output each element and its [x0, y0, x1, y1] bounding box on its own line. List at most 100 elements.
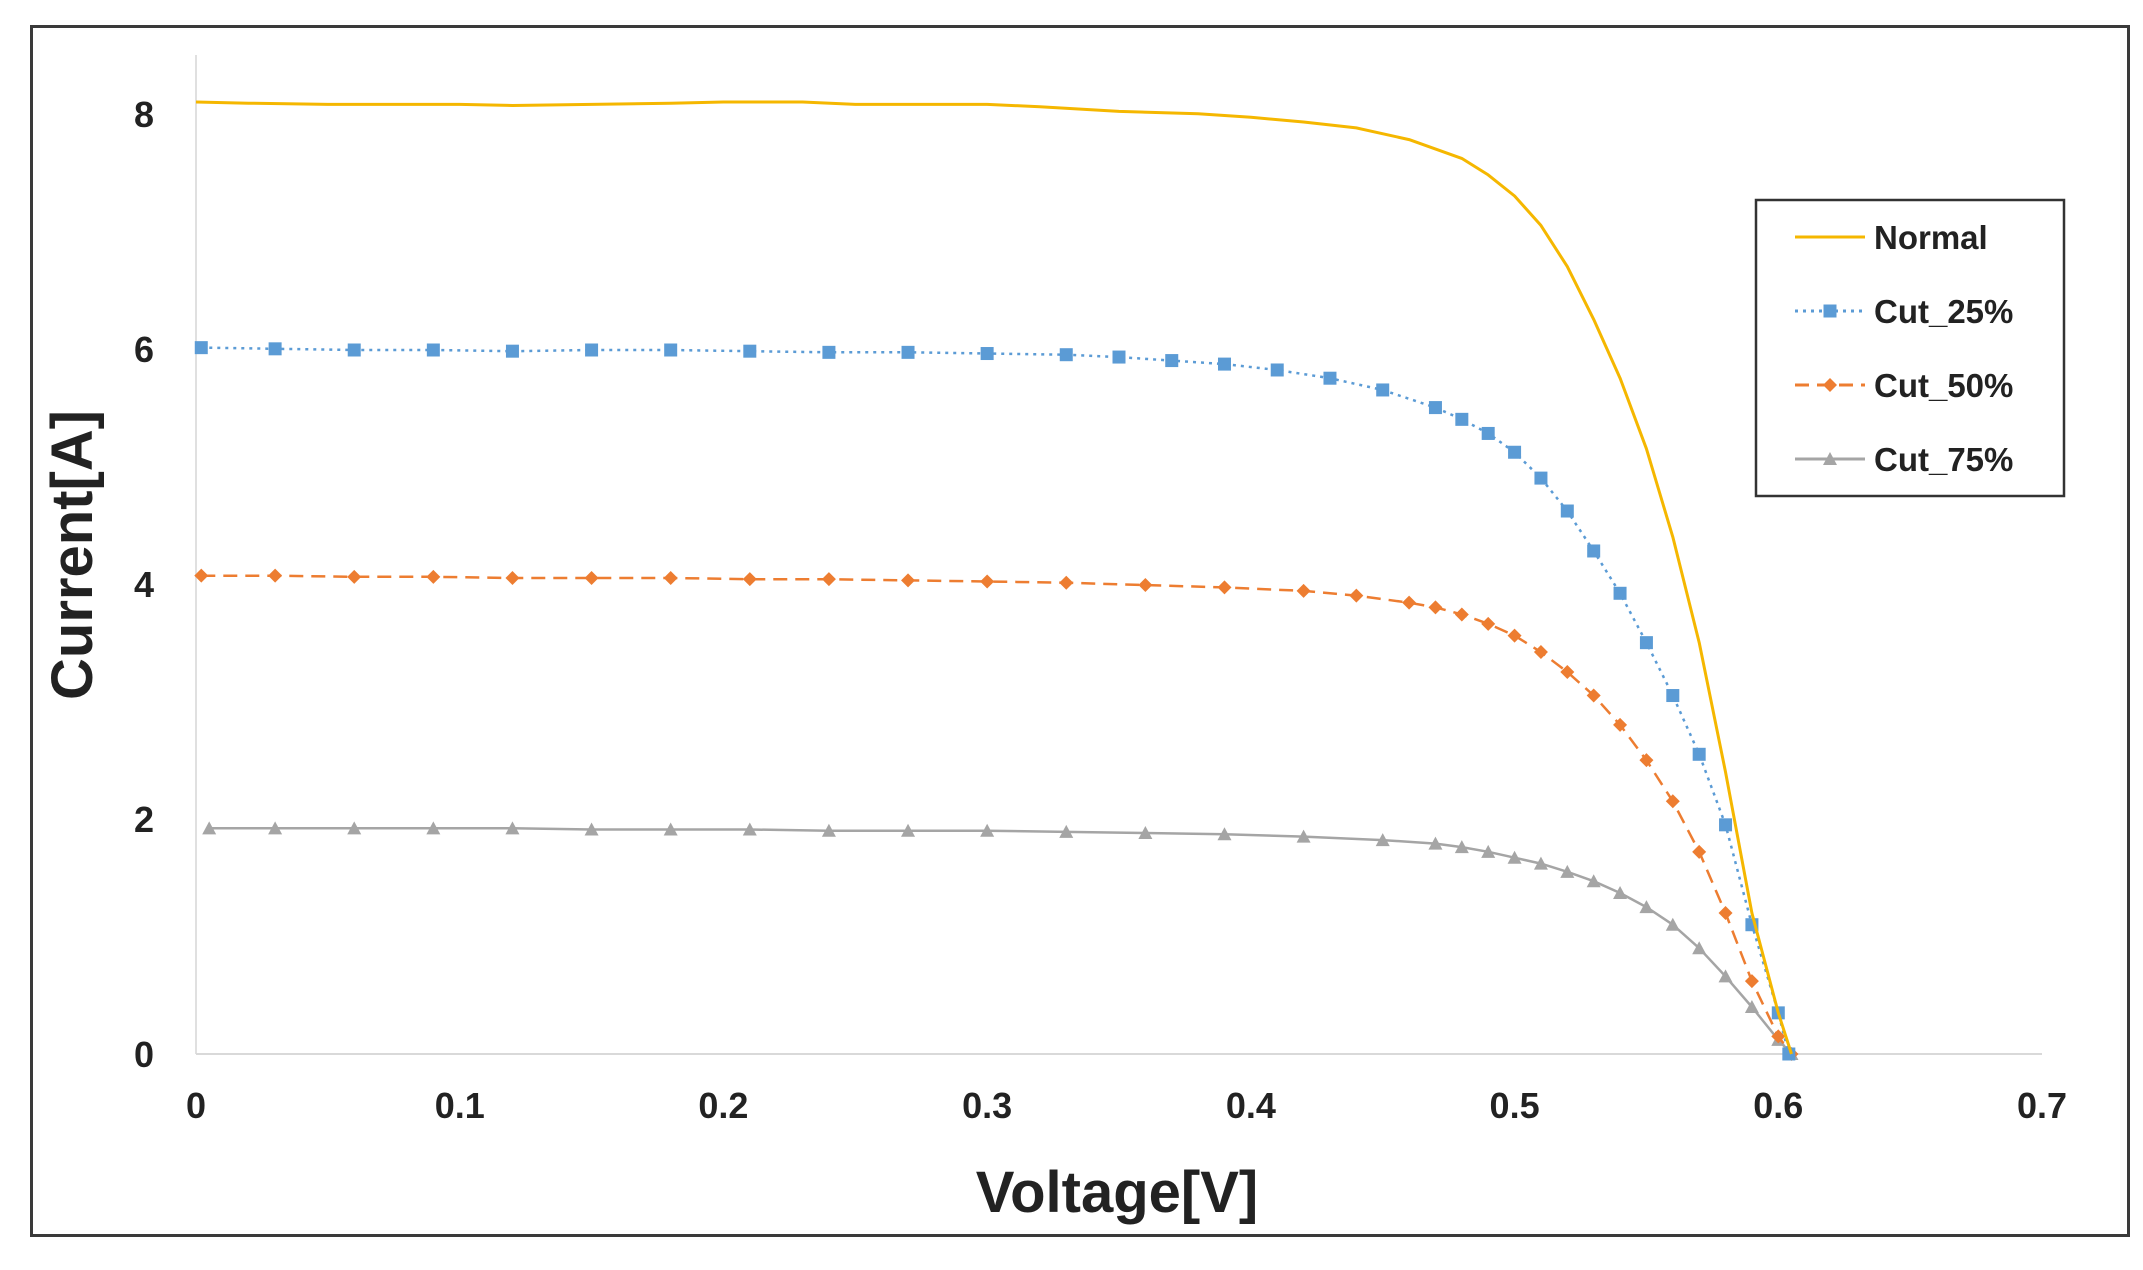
legend-marker-cut-25 [1823, 304, 1837, 318]
data-point-cut-50 [1744, 974, 1759, 989]
data-point-cut-50 [584, 571, 599, 586]
legend-marker-cut-75 [1823, 452, 1837, 465]
data-point-cut-25 [822, 345, 836, 359]
data-point-cut-75 [1665, 917, 1680, 931]
data-point-cut-75 [1560, 864, 1575, 878]
data-point-cut-75 [1481, 844, 1496, 858]
x-axis-title: Voltage[V] [976, 1160, 1259, 1225]
series-line-cut-50 [201, 574, 1793, 1055]
data-point-cut-50 [1217, 580, 1232, 595]
data-point-cut-75 [584, 822, 599, 836]
legend-item-normal: Normal [1795, 219, 1988, 256]
data-point-cut-25 [1508, 445, 1522, 459]
data-point-cut-50 [1613, 717, 1628, 732]
data-point-cut-50 [742, 572, 757, 587]
data-point-cut-50 [980, 574, 995, 589]
data-point-cut-25 [1560, 504, 1574, 518]
y-tick-label: 6 [134, 329, 154, 370]
data-point-cut-50 [1481, 616, 1496, 631]
data-point-cut-75 [1138, 826, 1153, 840]
legend-label-cut-50: Cut_50% [1874, 367, 2013, 404]
data-point-cut-75 [426, 821, 441, 835]
data-point-cut-25 [1217, 357, 1231, 371]
data-point-cut-50 [426, 569, 441, 584]
data-point-cut-25 [1613, 586, 1627, 600]
data-point-cut-25 [1782, 1047, 1796, 1061]
data-point-cut-50 [821, 572, 836, 587]
x-tick-label: 0.6 [1753, 1085, 1803, 1126]
legend-label-normal: Normal [1874, 219, 1988, 256]
data-point-cut-25 [505, 344, 519, 358]
data-point-cut-75 [268, 821, 283, 835]
data-point-cut-50 [1428, 600, 1443, 615]
x-tick-label: 0.4 [1226, 1085, 1276, 1126]
data-point-cut-75 [1296, 829, 1311, 843]
data-point-cut-25 [194, 341, 208, 355]
series-layer [194, 100, 1799, 1061]
series-cut-50 [194, 568, 1799, 1061]
data-point-cut-25 [1481, 426, 1495, 440]
data-point-cut-75 [347, 821, 362, 835]
legend: Normal Cut_25% Cut_50% Cut_75% [1754, 198, 2066, 498]
data-point-cut-25 [1112, 350, 1126, 364]
x-tick-labels: 0 0.1 0.2 0.3 0.4 0.5 0.6 0.7 [186, 1085, 2067, 1126]
data-point-cut-25 [1376, 383, 1390, 397]
data-point-cut-75 [1744, 999, 1759, 1013]
x-tick-label: 0 [186, 1085, 206, 1126]
data-point-cut-25 [743, 344, 757, 358]
data-point-cut-50 [1533, 645, 1548, 660]
data-point-cut-50 [901, 573, 916, 588]
data-point-cut-75 [1507, 850, 1522, 864]
data-point-cut-75 [821, 823, 836, 837]
data-point-cut-50 [1586, 688, 1601, 703]
data-point-cut-25 [1639, 636, 1653, 650]
data-point-cut-50 [1454, 607, 1469, 622]
legend-label-cut-25: Cut_25% [1874, 293, 2013, 330]
data-point-cut-75 [663, 822, 678, 836]
legend-item-cut-75: Cut_75% [1795, 441, 2013, 478]
data-point-cut-25 [1719, 818, 1733, 832]
data-point-cut-50 [347, 569, 362, 584]
legend-label-cut-75: Cut_75% [1874, 441, 2013, 478]
y-tick-labels: 0 2 4 6 8 [134, 94, 154, 1075]
data-point-cut-25 [1587, 544, 1601, 558]
data-point-cut-25 [1534, 471, 1548, 485]
data-point-cut-75 [1454, 840, 1469, 854]
x-tick-label: 0.5 [1490, 1085, 1540, 1126]
data-point-cut-50 [1402, 595, 1417, 610]
data-point-cut-25 [1666, 689, 1680, 703]
data-point-cut-50 [1692, 844, 1707, 859]
data-point-cut-75 [1533, 856, 1548, 870]
legend-item-cut-25: Cut_25% [1795, 293, 2013, 330]
data-point-cut-25 [1692, 747, 1706, 761]
x-tick-label: 0.7 [2017, 1085, 2067, 1126]
data-point-cut-50 [268, 568, 283, 583]
data-point-cut-50 [1296, 583, 1311, 598]
x-tick-label: 0.3 [962, 1085, 1012, 1126]
series-line-cut-75 [209, 827, 1793, 1055]
data-point-cut-75 [1639, 900, 1654, 914]
legend-item-cut-50: Cut_50% [1795, 367, 2013, 404]
data-point-cut-75 [1613, 885, 1628, 899]
data-point-cut-50 [1138, 578, 1153, 593]
data-point-cut-25 [1323, 371, 1337, 385]
plot-area [195, 55, 2042, 1055]
x-tick-label: 0.2 [698, 1085, 748, 1126]
series-line-normal [195, 100, 1793, 1055]
data-point-cut-25 [1428, 401, 1442, 415]
data-point-cut-50 [505, 571, 520, 586]
series-cut-25 [194, 341, 1796, 1061]
data-point-cut-75 [901, 823, 916, 837]
data-point-cut-75 [980, 823, 995, 837]
data-point-cut-25 [347, 343, 361, 357]
legend-markers [1823, 304, 1837, 465]
series-normal [195, 100, 1793, 1055]
data-point-cut-50 [663, 571, 678, 586]
data-point-cut-75 [742, 822, 757, 836]
data-point-cut-50 [194, 568, 209, 583]
data-point-cut-75 [1718, 969, 1733, 983]
data-point-cut-75 [1428, 836, 1443, 850]
data-point-cut-25 [1059, 348, 1073, 362]
legend-box [1754, 198, 2066, 498]
